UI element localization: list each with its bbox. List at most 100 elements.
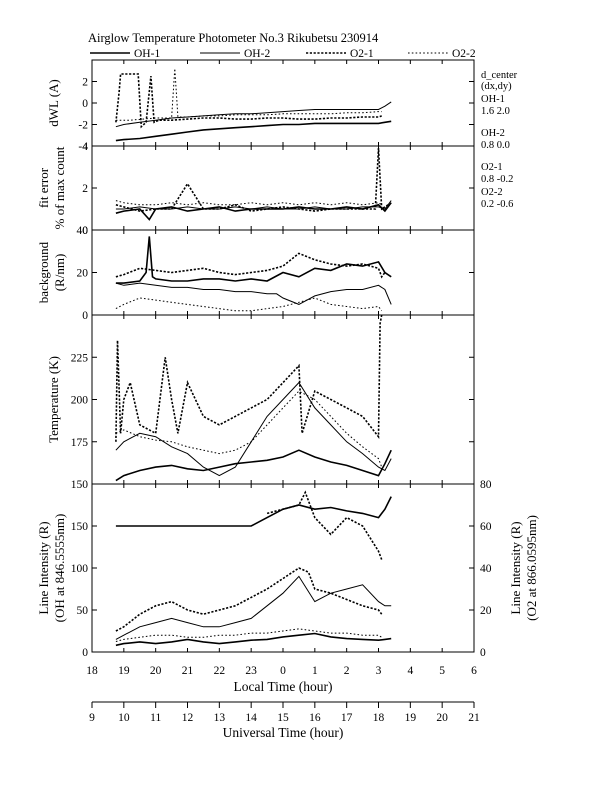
series-oh-2 — [115, 282, 392, 305]
x-tick-label-ut: 11 — [150, 712, 161, 724]
y-tick-label-right: 0 — [480, 647, 486, 659]
y-tick-label: 0 — [82, 310, 88, 322]
info-panel: d_center(dx,dy) OH-11.6 2.0 OH-20.8 0.0 O2-… — [481, 70, 518, 210]
y-axis-label-2: (R/nm) — [52, 254, 67, 292]
x-tick-label-local: 22 — [214, 665, 226, 677]
series-o2-2 — [115, 628, 382, 642]
x-axis-label-ut: Universal Time (hour) — [223, 725, 344, 740]
y-axis-label-right-2: (O2 at 866.0595nm) — [524, 515, 539, 621]
y-tick-label: 100 — [71, 563, 89, 575]
y-axis-label: background — [36, 241, 51, 303]
x-tick-label-ut: 12 — [182, 712, 194, 724]
info-name-oh-2: OH-2 — [481, 128, 505, 139]
x-tick-label-local: 19 — [118, 665, 130, 677]
info-name-oh-1: OH-1 — [481, 94, 505, 105]
y-axis-label: Line Intensity (R) — [36, 521, 51, 614]
y-tick-label-right: 60 — [480, 521, 492, 533]
x-tick-label-local: 18 — [86, 665, 98, 677]
info-value-oh-1: 1.6 2.0 — [481, 106, 510, 117]
info-heading: d_center — [481, 70, 518, 81]
y-axis-label: fit error — [36, 167, 51, 208]
series-o2-2 — [115, 200, 382, 206]
series-o2-1 — [115, 73, 382, 129]
x-tick-label-ut: 9 — [89, 712, 95, 724]
x-tick-label-ut: 21 — [468, 712, 480, 724]
legend-label: OH-2 — [244, 48, 270, 60]
x-axis-label-local: Local Time (hour) — [234, 679, 333, 694]
y-tick-label: 225 — [71, 352, 89, 364]
y-axis-label-2: (OH at 846.5555nm) — [52, 514, 67, 623]
legend-item-o2-2: O2-2 — [408, 48, 476, 60]
info-name-o2-2: O2-2 — [481, 187, 503, 198]
x-tick-label-ut: 17 — [341, 712, 353, 724]
y-tick-label: 150 — [71, 521, 89, 533]
legend-item-o2-1: O2-1 — [306, 48, 374, 60]
series-oh-1 — [115, 449, 392, 482]
series-o2-1 — [115, 567, 383, 632]
panel-frame — [91, 145, 475, 231]
series-oh-1 — [115, 120, 392, 142]
x-tick-label-ut: 10 — [118, 712, 130, 724]
x-tick-label-ut: 19 — [405, 712, 417, 724]
info-name-o2-1: O2-1 — [481, 162, 503, 173]
x-tick-label-local: 5 — [439, 665, 445, 677]
y-tick-label: 4 — [82, 141, 88, 153]
y-tick-label: 0 — [82, 647, 88, 659]
y-tick-label: 2 — [82, 77, 88, 89]
y-tick-label-right: 80 — [480, 479, 492, 491]
panel-background: 0 20 40 background (R/nm) — [36, 225, 475, 322]
y-tick-label: 200 — [71, 395, 89, 407]
y-tick-label: 50 — [77, 605, 89, 617]
legend-item-oh-2: OH-2 — [200, 48, 270, 60]
info-value-o2-2: 0.2 -0.6 — [481, 199, 513, 210]
y-tick-label-right: 20 — [480, 605, 492, 617]
x-tick-label-local: 0 — [280, 665, 286, 677]
x-tick-label-local: 6 — [471, 665, 477, 677]
x-tick-label-local: 1 — [312, 665, 318, 677]
y-tick-label: -2 — [78, 120, 88, 132]
series-oh-2 — [115, 101, 392, 128]
y-tick-label: 150 — [71, 479, 89, 491]
x-tick-label-local: 2 — [344, 665, 350, 677]
x-tick-label-local: 3 — [376, 665, 382, 677]
legend-label: OH-1 — [134, 48, 160, 60]
panel-fit-error: 0 2 4 fit error% of max count — [36, 141, 475, 237]
info-value-o2-1: 0.8 -0.2 — [481, 174, 513, 185]
series-o2-1-top — [266, 490, 383, 560]
x-tick-label-local: 23 — [245, 665, 257, 677]
y-axis-label: Temperature (K) — [46, 356, 61, 443]
legend-label: O2-1 — [350, 48, 374, 60]
series-o2-2 — [115, 297, 383, 312]
y-tick-label: -4 — [78, 141, 88, 153]
x-tick-label-local: 20 — [150, 665, 162, 677]
series-o2-2 — [115, 68, 382, 121]
x-tick-label-ut: 13 — [214, 712, 226, 724]
panel-dwl: -4 -2 0 2 dWL (A) — [46, 59, 475, 153]
series-oh-2 — [115, 381, 392, 477]
y-tick-label: 2 — [82, 183, 88, 195]
y-axis-label: dWL (A) — [46, 79, 61, 127]
series-o2-1 — [115, 252, 386, 279]
x-tick-label-ut: 18 — [373, 712, 385, 724]
x-tick-label-local: 21 — [182, 665, 194, 677]
series-o2-1 — [115, 314, 383, 442]
info-value-oh-2: 0.8 0.0 — [481, 140, 510, 151]
panel-frame — [91, 59, 475, 147]
y-tick-label: 0 — [82, 225, 88, 237]
x-tick-label-ut: 14 — [245, 712, 257, 724]
legend-label: O2-2 — [452, 48, 476, 60]
y-tick-label: 40 — [77, 225, 89, 237]
x-tick-label-ut: 20 — [436, 712, 448, 724]
series-oh-2 — [115, 575, 392, 640]
series-oh-1-top — [115, 496, 392, 527]
info-subheading: (dx,dy) — [481, 81, 512, 92]
legend: OH-1 OH-2 O2-1 O2-2 — [90, 48, 476, 60]
series-o2-2 — [115, 390, 383, 468]
y-axis-label-right: Line Intensity (R) — [508, 521, 523, 614]
y-tick-label: 0 — [82, 98, 88, 110]
y-axis-label-2: % of max count — [52, 146, 67, 229]
legend-item-oh-1: OH-1 — [90, 48, 160, 60]
